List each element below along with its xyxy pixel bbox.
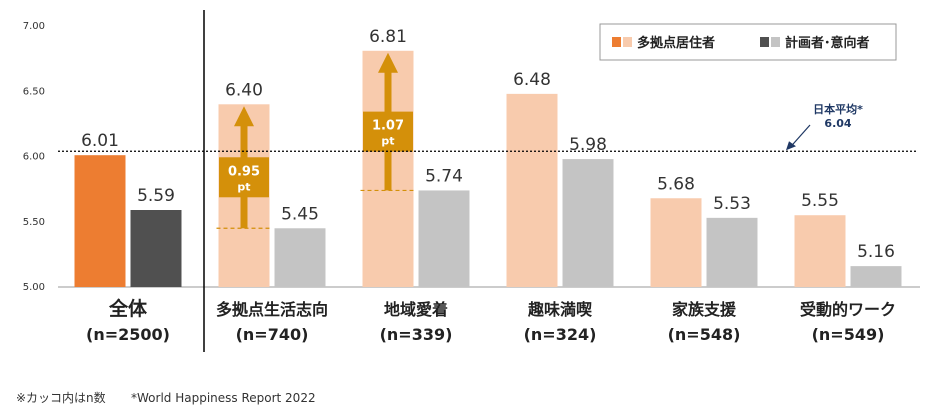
bar-s2-value-label: 5.53 [713,194,751,214]
bar-s1 [506,93,558,287]
legend-label-s2: 計画者･意向者 [785,35,870,51]
legend: 多拠点居住者 計画者･意向者 [599,23,897,61]
category-label: 家族支援 [672,300,737,319]
japan-average-value: 6.04 [824,117,851,130]
category-n-label: (n=324) [524,325,597,344]
bar-s1-value-label: 6.48 [513,70,551,90]
diff-value-label: 1.07 [372,119,404,134]
bar-s2 [274,228,326,287]
diff-arrow-head [234,106,254,127]
bar-s2-value-label: 5.59 [137,186,175,206]
legend-swatch-s1 [623,37,632,47]
footnote-n-count: ※カッコ内はn数 [16,390,106,405]
y-tick-label: 5.00 [23,282,45,293]
bar-s2 [130,210,182,287]
japan-average-pointer [791,124,811,146]
category-label: 趣味満喫 [527,300,592,319]
bar-s1-value-label: 6.40 [225,80,263,100]
bar-s2 [850,266,902,287]
diff-box [219,157,269,198]
category-n-label: (n=2500) [86,325,170,344]
y-tick-label: 6.50 [23,86,45,97]
bar-s1 [74,155,126,287]
diff-value-label: 0.95 [228,164,260,179]
category-label: 地域愛着 [384,300,448,319]
bar-s2-value-label: 5.74 [425,166,463,186]
japan-average-label: 日本平均* [813,102,863,116]
diff-unit-label: pt [237,180,250,193]
bar-s1-value-label: 5.68 [657,174,695,194]
bar-s2 [418,190,470,287]
japan-average-annotation: 日本平均* 6.04 [786,102,863,151]
bar-s2-value-label: 5.16 [857,242,895,262]
category-label: 多拠点生活志向 [216,300,328,319]
bar-s2-value-label: 5.98 [569,135,607,155]
japan-average-pointer-head [786,141,796,151]
y-tick-label: 5.50 [23,217,45,228]
legend-swatch-s2-total [760,37,769,47]
diff-unit-label: pt [381,135,394,148]
bar-s1-value-label: 6.81 [369,27,407,47]
category-label: 受動的ワーク [800,300,896,319]
category-n-label: (n=549) [812,325,885,344]
bar-s2 [706,217,758,287]
bar-s1 [794,215,846,287]
legend-swatch-s1-total [612,37,621,47]
footnote-source: *World Happiness Report 2022 [131,391,316,405]
diff-arrow-head [378,52,398,73]
legend-box [599,23,897,61]
category-n-label: (n=740) [236,325,309,344]
legend-swatch-s2 [771,37,780,47]
bar-s2 [562,159,614,287]
y-tick-label: 6.00 [23,152,45,163]
legend-label-s1: 多拠点居住者 [637,35,715,51]
bar-s1 [650,198,702,287]
bar-s1-value-label: 5.55 [801,191,839,211]
category-n-label: (n=548) [668,325,741,344]
category-n-label: (n=339) [380,325,453,344]
diff-box [363,111,413,152]
bar-s1-value-label: 6.01 [81,131,119,151]
y-tick-label: 7.00 [23,21,45,32]
bar-s2-value-label: 5.45 [281,204,319,224]
category-label: 全体 [108,297,148,320]
